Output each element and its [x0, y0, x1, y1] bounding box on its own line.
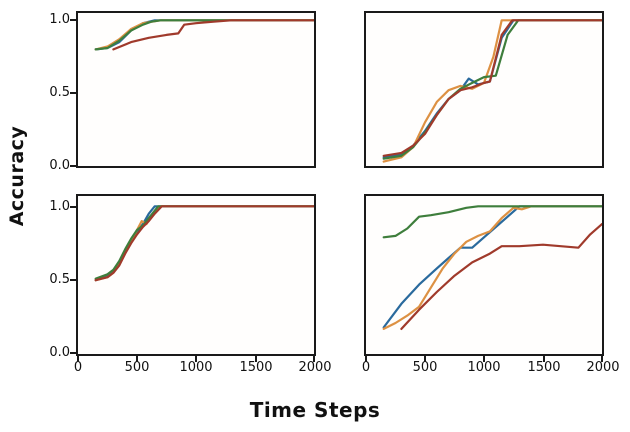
subplot-bottom-left-canvas	[94, 205, 314, 282]
x-tick-mark	[255, 356, 257, 362]
subplot-top-left	[76, 11, 316, 168]
series-line-blue	[382, 19, 602, 159]
x-tick-label: 2000	[298, 360, 332, 375]
subplot-top-left-canvas	[94, 19, 314, 51]
series-line-red	[94, 205, 314, 282]
x-tick-label: 1500	[527, 360, 561, 375]
series-line-red	[382, 19, 602, 157]
y-tick-label: 1.0	[49, 12, 70, 27]
y-tick-label: 0.5	[49, 272, 70, 287]
x-tick-mark	[365, 356, 367, 362]
subplot-bottom-right-canvas	[382, 205, 602, 330]
y-tick-mark	[70, 279, 77, 281]
subplot-bottom-left	[76, 194, 316, 356]
x-tick-label: 500	[124, 360, 150, 375]
x-tick-mark	[136, 356, 138, 362]
x-tick-mark	[483, 356, 485, 362]
series-line-green	[94, 19, 314, 51]
x-tick-mark	[195, 356, 197, 362]
x-tick-label: 1000	[467, 360, 501, 375]
x-tick-mark	[313, 356, 315, 362]
x-tick-mark	[601, 356, 603, 362]
series-line-green	[382, 19, 602, 160]
series-line-orange	[382, 205, 602, 330]
y-tick-label: 1.0	[49, 199, 70, 214]
series-line-green	[382, 205, 602, 239]
y-tick-mark	[70, 19, 77, 21]
x-tick-label: 0	[361, 360, 371, 375]
x-tick-label: 0	[73, 360, 83, 375]
series-line-red	[400, 223, 602, 330]
x-tick-mark	[424, 356, 426, 362]
y-tick-mark	[70, 165, 77, 167]
x-tick-label: 500	[412, 360, 438, 375]
series-line-blue	[382, 205, 602, 329]
y-axis-label: Accuracy	[6, 125, 28, 227]
x-tick-label: 1000	[179, 360, 213, 375]
y-tick-label: 0.0	[49, 158, 70, 173]
subplot-bottom-right	[364, 194, 604, 356]
x-tick-label: 2000	[586, 360, 620, 375]
y-tick-label: 0.5	[49, 85, 70, 100]
y-tick-label: 0.0	[49, 345, 70, 360]
y-tick-mark	[70, 92, 77, 94]
x-tick-mark	[77, 356, 79, 362]
x-tick-label: 1500	[239, 360, 273, 375]
subplot-top-right-canvas	[382, 19, 602, 163]
subplot-top-right	[364, 11, 604, 168]
y-tick-mark	[70, 206, 77, 208]
series-line-red	[112, 19, 314, 51]
x-tick-mark	[543, 356, 545, 362]
series-line-green	[94, 205, 314, 280]
series-line-orange	[382, 19, 602, 163]
y-tick-mark	[70, 352, 77, 354]
series-line-blue	[94, 19, 314, 51]
x-axis-label: Time Steps	[249, 398, 381, 422]
series-line-orange	[94, 19, 314, 51]
